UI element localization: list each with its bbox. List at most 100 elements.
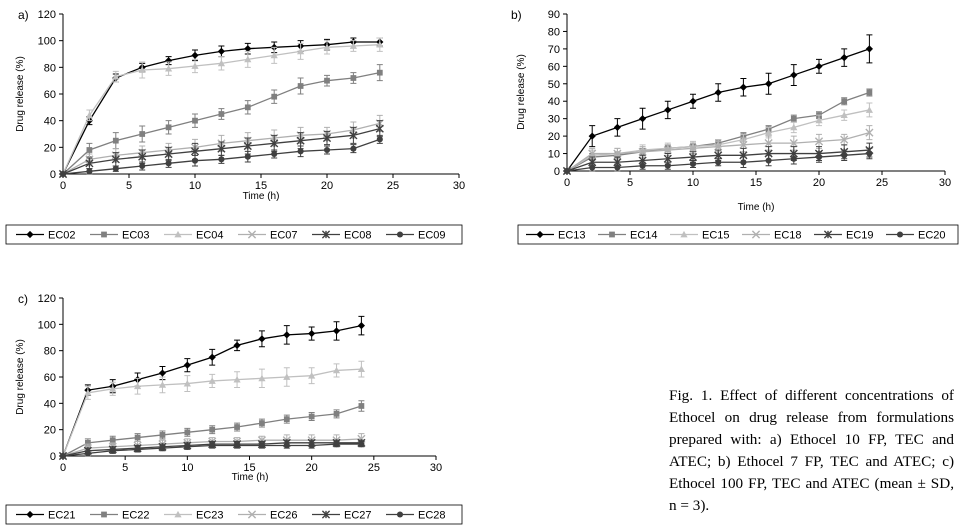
x-tick-label: 5 [122,462,128,474]
data-point [297,47,305,55]
legend-swatch-marker [396,511,404,518]
data-point [688,144,698,153]
y-tick-label: 100 [38,319,56,331]
data-point [789,138,798,148]
data-point [139,162,146,170]
data-point [358,403,365,409]
x-tick-label: 30 [939,177,951,189]
data-point [588,132,596,140]
series-EC23 [59,360,365,459]
data-point [244,45,252,53]
data-point [324,77,330,84]
data-point [349,131,358,140]
data-point [86,168,93,175]
data-point [323,43,331,51]
series-line [62,325,362,457]
data-point [184,443,191,450]
legend-swatch-marker [247,230,257,239]
y-tick-label: 20 [548,131,560,143]
data-point [183,379,191,387]
data-point [740,159,747,166]
data-point [296,136,305,145]
y-tick-label: 30 [548,114,560,126]
data-point [271,150,278,158]
data-point [375,124,384,133]
data-point [134,382,142,390]
data-point [158,381,167,388]
data-point [218,156,225,163]
x-tick-label: 15 [243,462,255,474]
data-point [841,98,848,105]
data-point [109,447,116,454]
x-tick-label: 20 [321,180,333,192]
data-point [244,55,252,63]
data-point [139,131,146,137]
data-point [376,136,383,143]
data-point [243,141,252,151]
panel-label: c) [18,292,28,306]
data-point [85,159,94,168]
x-tick-label: 30 [453,180,465,192]
y-tick-label: 40 [44,116,56,128]
data-point [270,139,279,148]
legend-swatch-marker [396,231,404,238]
data-point [283,331,291,339]
chart-panel-b: b) 0 10 20 30 40 50 60 70 80 90 0 5 10 15 20 25 30 Time (h… [511,8,959,245]
x-tick-label: 10 [181,462,193,474]
data-point [357,322,365,330]
figure-caption: Fig. 1. Effect of different concentratio… [669,387,954,514]
data-point [258,442,265,449]
data-point [308,442,315,449]
data-point [297,148,304,155]
data-point [59,170,67,178]
legend-swatch-marker [751,230,761,239]
data-point [234,424,240,430]
data-point [209,442,216,449]
data-point [84,450,91,457]
data-point [112,165,119,172]
data-point [209,426,216,433]
data-point [233,376,241,383]
data-point [663,145,672,155]
y-tick-label: 120 [38,293,56,305]
data-point [332,366,341,374]
data-point [765,157,772,164]
data-point [349,42,357,49]
data-point [111,155,120,164]
data-point [109,385,117,392]
x-tick-label: 20 [813,177,825,189]
data-point [790,123,798,131]
data-point [866,89,873,96]
data-point [865,106,873,113]
legend: EC02 EC03 EC04 EC07 EC08 EC09 [5,224,463,245]
data-point [138,152,147,161]
data-point [271,93,278,100]
legend-label: EC22 [122,510,150,522]
legend-label: EC19 [846,230,874,242]
legend-label: EC28 [418,510,446,522]
y-tick-label: 60 [44,89,56,101]
y-tick-label: 60 [548,61,560,73]
data-point [134,434,141,441]
y-tick-label: 40 [548,96,560,108]
data-point [109,437,116,444]
data-point [244,153,251,160]
legend-swatch-marker [101,511,107,518]
data-point [283,373,291,380]
data-point [112,73,120,80]
data-point [714,151,723,160]
legend-label: EC03 [122,230,150,242]
data-point [840,135,849,144]
data-point [563,167,571,175]
y-tick-label: 60 [44,372,56,384]
data-point [297,83,304,89]
x-axis-title: Time (h) [232,472,269,483]
legend-swatch-marker [321,230,331,239]
data-point [218,111,225,117]
data-point [323,146,331,154]
y-tick-label: 20 [44,425,56,437]
y-tick-label: 80 [44,62,56,74]
data-point [165,160,172,167]
data-point [714,88,722,97]
